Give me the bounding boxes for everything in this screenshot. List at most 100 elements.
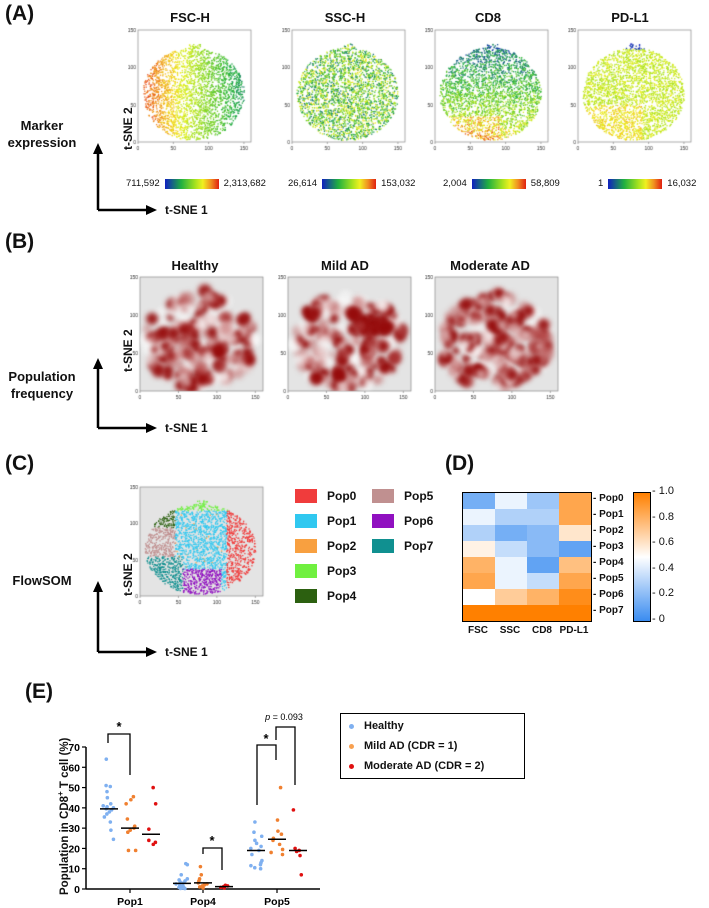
y-tick-label: 30 bbox=[68, 823, 80, 835]
panel-c-label: (C) bbox=[5, 452, 35, 475]
marker-title-cd8: CD8 bbox=[474, 10, 501, 25]
tsne-plot-pdl1 bbox=[568, 28, 693, 156]
axis-arrows-c bbox=[93, 581, 157, 657]
data-point-0 bbox=[252, 865, 257, 870]
data-point-2 bbox=[151, 842, 156, 847]
y-tick-label: 10 bbox=[68, 864, 80, 876]
legend-label: Pop0 bbox=[327, 489, 357, 503]
heatmap-cell-pop2-0 bbox=[463, 525, 495, 541]
data-point-0 bbox=[111, 837, 116, 842]
data-point-2 bbox=[293, 846, 297, 851]
heatmap-cell-pop4-3 bbox=[559, 557, 591, 573]
axis-arrows-b bbox=[93, 358, 157, 433]
colorbar-max: 2,313,682 bbox=[223, 178, 266, 189]
legend-item-pop6: Pop6 bbox=[372, 514, 433, 528]
axis-arrows-a bbox=[93, 143, 157, 215]
data-point-0 bbox=[253, 820, 257, 824]
data-point-1 bbox=[276, 829, 280, 833]
x-tick-label: Pop1 bbox=[117, 896, 143, 908]
heatmap-cell-pop1-0 bbox=[463, 509, 495, 525]
panel-b-label: (B) bbox=[5, 230, 35, 253]
heatmap-cell-pop3-2 bbox=[527, 541, 559, 557]
heatmap-cell-pop3-0 bbox=[463, 541, 495, 557]
data-point-1 bbox=[128, 828, 133, 832]
legend-label: Pop6 bbox=[404, 514, 434, 528]
heatmap-row-label: - Pop3 bbox=[593, 541, 624, 552]
legend-swatch bbox=[295, 539, 317, 553]
legend-label: Pop3 bbox=[327, 564, 357, 578]
data-point-1 bbox=[277, 842, 282, 847]
data-point-0 bbox=[259, 844, 263, 849]
flowsom-plot bbox=[130, 485, 265, 610]
tsne-plot-fsc bbox=[128, 28, 253, 156]
group-title-healthy: Healthy bbox=[171, 258, 219, 273]
x-tick-label: Pop4 bbox=[190, 896, 216, 908]
significance-bracket bbox=[202, 847, 223, 870]
legend-item-pop3: Pop3 bbox=[295, 564, 356, 578]
heatmap-row-label: - Pop6 bbox=[593, 589, 624, 600]
heatmap-cell-pop0-0 bbox=[463, 493, 495, 509]
heatmap-cell-pop2-2 bbox=[527, 525, 559, 541]
data-point-0 bbox=[259, 834, 264, 839]
data-point-0 bbox=[101, 804, 105, 808]
data-point-1 bbox=[126, 848, 131, 853]
heatmap-cell-pop4-0 bbox=[463, 557, 495, 573]
heatmap-cell-pop6-3 bbox=[559, 589, 591, 605]
data-point-2 bbox=[151, 785, 155, 790]
data-point-1 bbox=[133, 848, 138, 853]
data-point-0 bbox=[252, 830, 256, 834]
heatmap-row-label: - Pop7 bbox=[593, 605, 624, 616]
data-point-0 bbox=[105, 812, 109, 816]
legend-label: Healthy bbox=[364, 720, 404, 732]
data-point-1 bbox=[199, 873, 204, 877]
tsne1-label: t-SNE 1 bbox=[165, 645, 208, 659]
heatmap-cell-pop4-2 bbox=[527, 557, 559, 573]
colorbar-max: 16,032 bbox=[667, 178, 697, 189]
tsne-plot-cd8 bbox=[425, 28, 550, 156]
panel-a-label: (A) bbox=[5, 2, 35, 25]
density-plot-moderate bbox=[425, 275, 560, 405]
heatmap-cell-pop6-2 bbox=[527, 589, 559, 605]
data-point-1 bbox=[280, 852, 285, 857]
colorbar-min: 2,004 bbox=[443, 178, 467, 189]
data-point-0 bbox=[104, 757, 109, 761]
significance-bracket bbox=[107, 733, 131, 775]
row-label-population-frequency: Population frequency bbox=[8, 369, 76, 401]
legend-item-healthy: Healthy bbox=[341, 716, 524, 736]
heatmap-col-label: CD8 bbox=[531, 625, 552, 636]
data-point-0 bbox=[108, 820, 113, 824]
significance-star: * bbox=[116, 719, 122, 734]
row-label-flowsom: FlowSOM bbox=[12, 573, 72, 588]
colorbar-tick: - 0 bbox=[652, 613, 665, 625]
legend-swatch bbox=[295, 564, 317, 578]
y-tick-label: 50 bbox=[68, 783, 80, 795]
legend-label: Moderate AD (CDR = 2) bbox=[364, 760, 485, 772]
data-point-1 bbox=[126, 830, 130, 834]
colorbar-cd8: 2,004 58,809 bbox=[443, 178, 560, 189]
legend-marker-icon bbox=[349, 763, 354, 769]
panel-e-label: (E) bbox=[25, 680, 53, 703]
heatmap-cell-pop5-3 bbox=[559, 573, 591, 589]
y-tick-label: 20 bbox=[68, 843, 80, 855]
legend-label: Pop2 bbox=[327, 539, 357, 553]
colorbar-gradient bbox=[164, 178, 219, 189]
heatmap-cell-pop4-1 bbox=[495, 557, 527, 573]
heatmap-cell-pop5-2 bbox=[527, 573, 559, 589]
legend-label: Pop7 bbox=[404, 539, 434, 553]
data-point-0 bbox=[178, 886, 183, 891]
colorbar-pdl1: 1 16,032 bbox=[598, 178, 696, 189]
colorbar-tick: - 0.2 bbox=[652, 587, 675, 600]
y-tick-label: 60 bbox=[68, 762, 80, 774]
data-point-0 bbox=[183, 886, 187, 891]
data-point-1 bbox=[124, 802, 128, 806]
legend-swatch bbox=[295, 589, 317, 603]
data-point-1 bbox=[275, 818, 280, 822]
colorbar-min: 26,614 bbox=[288, 178, 318, 189]
data-point-0 bbox=[109, 828, 113, 832]
data-point-0 bbox=[250, 852, 254, 857]
data-point-0 bbox=[104, 783, 108, 788]
data-point-1 bbox=[280, 847, 285, 852]
data-point-1 bbox=[278, 785, 283, 790]
legend-swatch bbox=[372, 489, 394, 503]
legend-swatch bbox=[295, 514, 317, 528]
